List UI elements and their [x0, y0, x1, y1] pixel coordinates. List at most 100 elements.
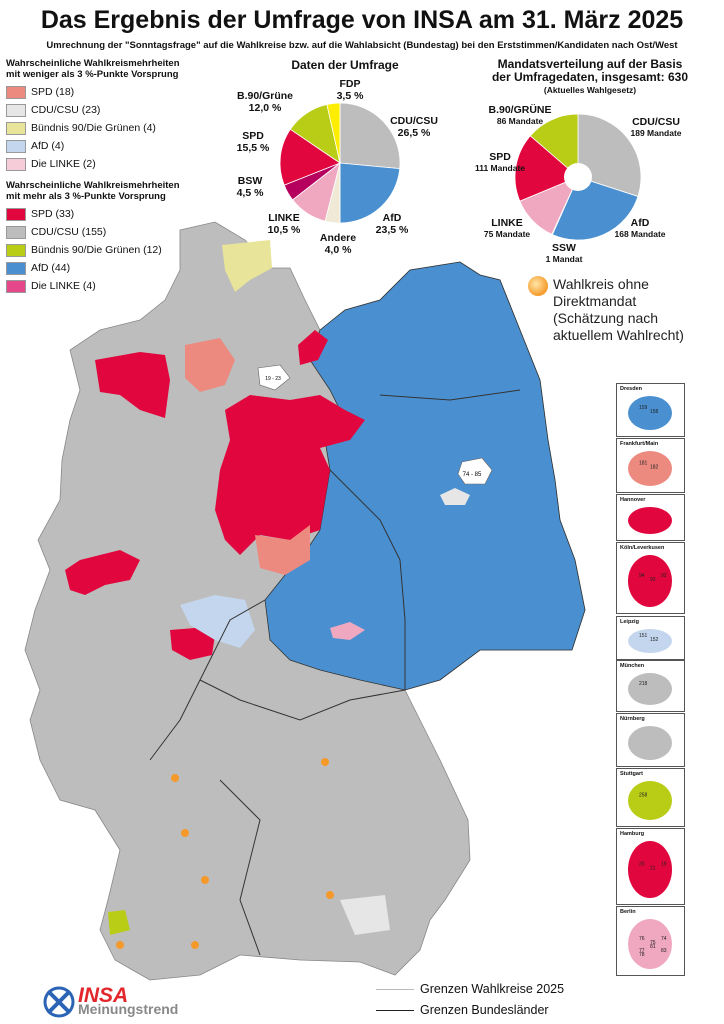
inset-title: Dresden: [620, 386, 643, 392]
inset-k-ln-leverkusen: Köln/Leverkusen 94 93 92: [616, 542, 685, 614]
cdu-light-region: [440, 488, 470, 505]
spd-light-northwest: [185, 338, 235, 392]
legend-wahlkreise: Grenzen Wahlkreise 2025: [376, 982, 564, 996]
legend_high-swatch: [6, 225, 26, 239]
poll-label-cdu-csu: CDU/CSU 26,5 %: [390, 115, 438, 139]
seat-label-b-90-gr-ne: B.90/GRÜNE 86 Mandate: [488, 104, 552, 127]
inset-frankfurt-main: Frankfurt/Main 181 182: [616, 438, 685, 493]
spd-region-lower-saxony: [215, 395, 365, 555]
insa-logo-icon: [43, 986, 75, 1018]
inset-stuttgart: Stuttgart 258: [616, 768, 685, 827]
inset-number: 81: [650, 944, 656, 950]
spd-region-kiel: [298, 330, 328, 365]
seat-label-ssw: SSW 1 Mandat: [545, 242, 583, 265]
legend_high-swatch: [6, 261, 26, 275]
inset-area: [628, 507, 672, 534]
spd-region-northwest: [95, 352, 170, 418]
inset-map: 20 21 19: [628, 841, 672, 898]
inset-map: 76 75 74 77 81 83 78: [628, 919, 672, 969]
legend-low-heading: Wahrscheinliche Wahlkreismehrheiten mit …: [6, 58, 180, 80]
inset-title: Hannover: [620, 497, 646, 503]
inset-number: 152: [650, 637, 659, 643]
wahlkreise-line-swatch: [376, 989, 414, 991]
no-mandate-dot: [191, 941, 199, 949]
legend_low-swatch: [6, 85, 26, 99]
insa-brand: INSA: [78, 984, 129, 1007]
spd-region-light: [255, 525, 310, 575]
inset-number: 75: [650, 940, 656, 946]
poll-label-linke: LINKE 10,5 %: [267, 212, 301, 236]
inset-area: [628, 629, 672, 653]
inset-title: Berlin: [620, 909, 636, 915]
green-region-freiburg: [108, 910, 130, 935]
legend_high-item: SPD (33): [6, 205, 180, 223]
inset-number: 20: [639, 862, 645, 868]
inset-title: Leipzig: [620, 619, 639, 625]
legend_high-swatch: [6, 243, 26, 257]
inset-number: 218: [639, 681, 648, 687]
legend-high-heading: Wahrscheinliche Wahlkreismehrheiten mit …: [6, 180, 180, 202]
insa-logo: INSA Meinungstrend: [42, 984, 178, 1024]
inset-area: [628, 781, 672, 820]
no-mandate-dot: [321, 758, 329, 766]
cdu-light-south: [340, 895, 390, 935]
legend_high-label: Die LINKE (4): [31, 280, 96, 292]
seat-chart-title: Mandatsverteilung auf der Basis der Umfr…: [491, 57, 689, 96]
poll-label-andere: Andere 4,0 %: [319, 232, 357, 256]
poll-label-b-90-gr-ne: B.90/Grüne 12,0 %: [236, 90, 294, 114]
inset-title: Köln/Leverkusen: [620, 545, 665, 551]
legend_low-swatch: [6, 121, 26, 135]
inset-area: [628, 841, 672, 898]
inset-map: 218: [628, 673, 672, 705]
legend_high-swatch: [6, 279, 26, 293]
inset-area: [628, 555, 672, 607]
inset-number: 78: [639, 952, 645, 958]
inset-title: Nürnberg: [620, 716, 645, 722]
inset-number: 159: [639, 405, 648, 411]
no-mandate-dot: [326, 891, 334, 899]
inset-number: 77: [639, 948, 645, 954]
no-mandate-dot: [201, 876, 209, 884]
inset-map: [628, 726, 672, 760]
state-border: [149, 389, 521, 956]
legend_low-label: Die LINKE (2): [31, 158, 96, 170]
inset-map: 258: [628, 781, 672, 820]
inset-number: 21: [650, 866, 656, 872]
poll-label-bsw: BSW 4,5 %: [236, 175, 264, 199]
spd-region-hesse: [170, 628, 215, 660]
legend_low-item: CDU/CSU (23): [6, 101, 180, 119]
legend_high-swatch: [6, 207, 26, 221]
inset-number: 181: [639, 461, 648, 467]
seat-label-cdu-csu: CDU/CSU 189 Mandate: [630, 116, 682, 139]
inset-number: 158: [650, 409, 659, 415]
legend_low-item: Bündnis 90/Die Grünen (4): [6, 119, 180, 137]
legend_low-label: AfD (4): [31, 140, 65, 152]
inset-number: 182: [650, 465, 659, 471]
legend_low-label: CDU/CSU (23): [31, 104, 101, 116]
no-mandate-dot: [171, 774, 179, 782]
inset-number: 76: [639, 936, 645, 942]
legend_high-label: AfD (44): [31, 262, 71, 274]
map-label-bremen: 19 - 23: [265, 376, 281, 382]
inset-berlin: Berlin 76 75 74 77 81 83 78: [616, 906, 685, 976]
inset-title: München: [620, 663, 645, 669]
legend_high-item: AfD (44): [6, 259, 180, 277]
inset-number: 83: [661, 948, 667, 954]
inset-number: 151: [639, 633, 648, 639]
poll-chart-title: Daten der Umfrage: [291, 58, 399, 72]
legend-bundeslaender: Grenzen Bundesländer: [376, 1003, 549, 1017]
inset-area: [628, 726, 672, 760]
legend_high-item: Die LINKE (4): [6, 277, 180, 295]
poll-label-afd: AfD 23,5 %: [375, 212, 409, 236]
page-subtitle: Umrechnung der "Sonntagsfrage" auf die W…: [46, 40, 678, 51]
inset-number: 93: [650, 577, 656, 583]
inset-hamburg: Hamburg 20 21 19: [616, 828, 685, 905]
legend-low-margin: Wahrscheinliche Wahlkreismehrheiten mit …: [6, 58, 180, 173]
bremen-region: [257, 364, 291, 391]
inset-title: Hamburg: [620, 831, 645, 837]
no-mandate-dots: [116, 758, 334, 949]
page-title: Das Ergebnis der Umfrage von INSA am 31.…: [40, 6, 684, 34]
